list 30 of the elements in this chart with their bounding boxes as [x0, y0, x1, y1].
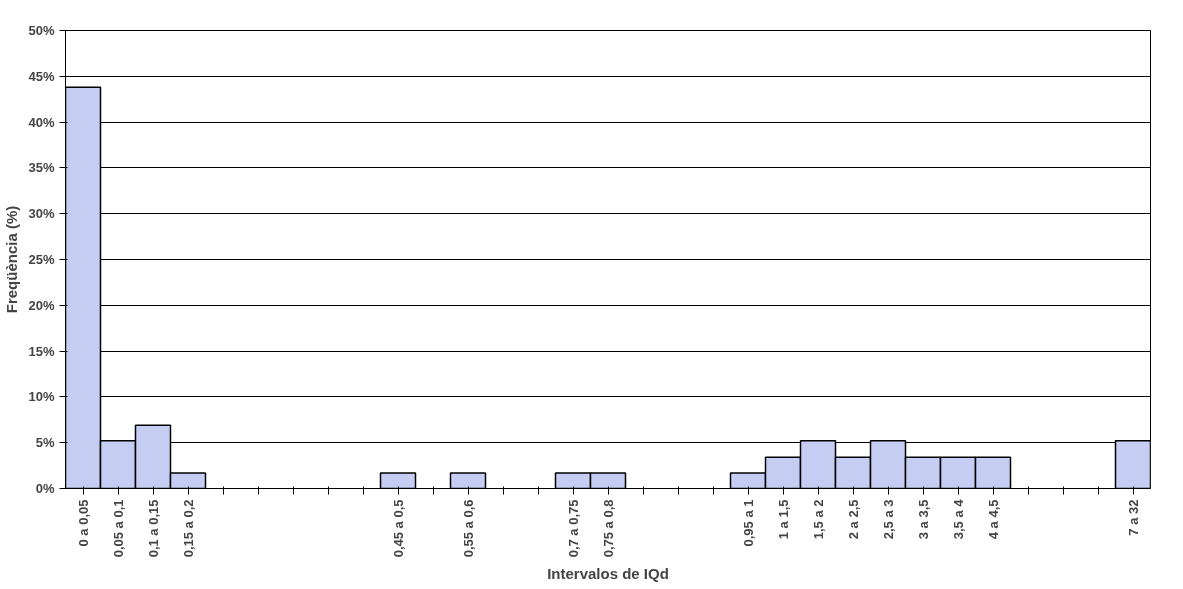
x-tick-label: 1 a 1,5 [775, 499, 791, 540]
x-tick-label: 0,05 a 0,1 [110, 499, 126, 558]
y-tick-label: 15% [28, 343, 55, 359]
y-axis-title: Freqüència (%) [3, 205, 21, 314]
x-tick-label: 3 a 3,5 [915, 499, 931, 540]
y-tick-label: 45% [28, 68, 55, 84]
y-tick-label: 0% [35, 481, 55, 496]
x-tick-label: 2 a 2,5 [845, 499, 861, 540]
y-tick-label: 25% [28, 252, 55, 267]
x-tick-label: 0,15 a 0,2 [180, 499, 196, 558]
x-tick-label: 7 a 32 [1125, 499, 1141, 536]
y-tick-label: 35% [28, 160, 55, 176]
x-tick-label: 1,5 a 2 [810, 499, 826, 540]
y-tick-label: 30% [28, 206, 55, 222]
x-tick-label: 0,45 a 0,5 [390, 499, 406, 558]
x-axis-title: Intervalos de IQd [547, 565, 669, 583]
x-tick-label: 3,5 a 4 [950, 498, 966, 540]
x-tick-label: 0 a 0,05 [75, 499, 91, 547]
x-tick-label: 4 a 4,5 [985, 499, 1001, 540]
y-tick-label: 20% [28, 297, 55, 313]
x-tick-label: 2,5 a 3 [880, 499, 896, 540]
y-tick-label: 5% [35, 435, 55, 451]
x-tick-label: 0,7 a 0,75 [565, 499, 581, 558]
x-tick-label: 0,55 a 0,6 [460, 499, 476, 558]
x-tick-label: 0,75 a 0,8 [600, 499, 616, 558]
x-tick-label: 0,1 a 0,15 [145, 499, 161, 558]
y-tick-label: 10% [28, 389, 55, 405]
y-tick-label: 50% [28, 23, 55, 38]
x-tick-label: 0,95 a 1 [740, 499, 756, 547]
y-tick-label: 40% [28, 114, 55, 130]
